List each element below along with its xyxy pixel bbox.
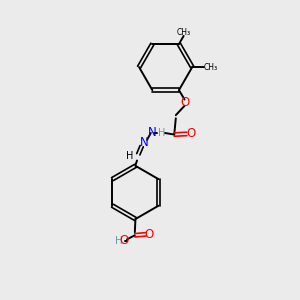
Text: CH₃: CH₃ [204,63,218,72]
Text: H: H [126,152,134,161]
Text: N: N [148,127,157,140]
Text: H: H [158,128,165,138]
Text: O: O [186,128,195,140]
Text: O: O [119,234,128,248]
Text: CH₃: CH₃ [177,28,191,37]
Text: O: O [180,95,189,109]
Text: O: O [144,228,154,241]
Text: N: N [140,136,148,149]
Text: H: H [115,236,123,246]
